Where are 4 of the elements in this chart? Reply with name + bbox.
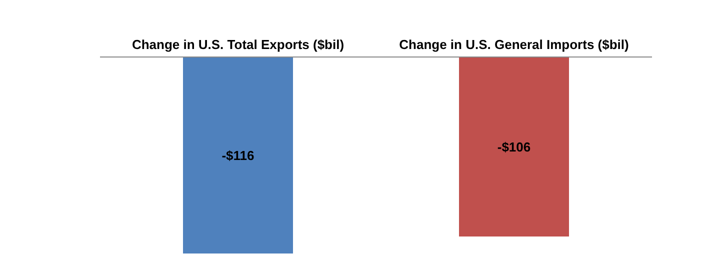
x-tick-label: Change in U.S. Total Exports ($bil) xyxy=(132,37,344,52)
data-label: -$116 xyxy=(222,148,254,163)
x-tick-label: Change in U.S. General Imports ($bil) xyxy=(399,37,629,52)
data-label: -$106 xyxy=(497,139,531,154)
